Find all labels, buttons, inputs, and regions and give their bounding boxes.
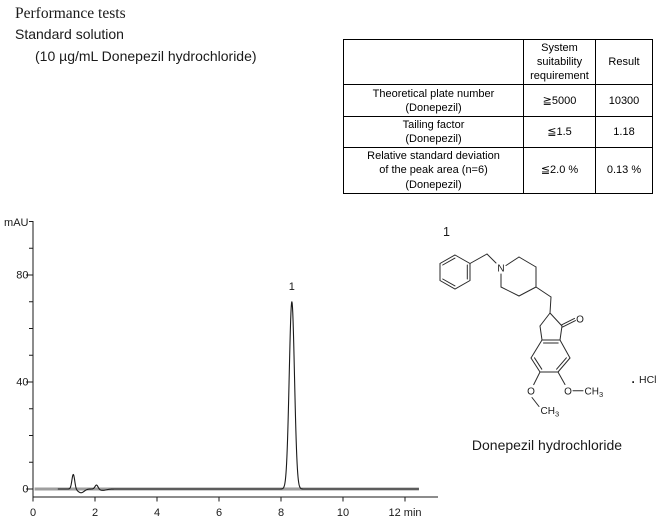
cell-result: 1.18 xyxy=(595,116,653,149)
table-header-parameter xyxy=(343,38,524,86)
chromatogram-chart: 0 40 80 mAU 0 2 4 6 8 10 12 min 1 xyxy=(4,217,438,519)
nitrogen-label: N xyxy=(497,264,504,275)
structure-caption: Donepezil hydrochloride xyxy=(472,437,622,453)
chromatogram-trace xyxy=(57,301,420,494)
structure-atom-labels: 1 N O O CH3 O CH3 . HCl Donepezil hydroc… xyxy=(443,225,657,453)
indanone-aromatic-ring xyxy=(530,339,571,373)
heading-performance-tests: Performance tests xyxy=(15,5,126,22)
y-tick-label: 80 xyxy=(16,270,28,282)
x-tick-label: 6 xyxy=(216,507,222,519)
indanone-five-ring xyxy=(539,312,563,341)
cell-requirement: ≦1.5 xyxy=(523,116,596,149)
right-methoxy-oxygen-label: O xyxy=(564,387,572,398)
x-tick-label: 8 xyxy=(278,507,284,519)
cell-result: 10300 xyxy=(595,84,653,118)
carbonyl-oxygen-label: O xyxy=(576,315,584,326)
x-tick-label: 4 xyxy=(154,507,160,519)
table-header-row: System suitability requirement Result xyxy=(343,38,653,86)
cell-result: 0.13 % xyxy=(595,147,653,194)
x-tick-label: 0 xyxy=(30,507,36,519)
y-tick-label: 0 xyxy=(22,484,28,496)
table-row-tailing-factor: Tailing factor (Donepezil) ≦1.5 1.18 xyxy=(343,116,653,149)
cell-parameter: Tailing factor (Donepezil) xyxy=(343,116,524,149)
piperidine-ring xyxy=(500,256,537,297)
cell-requirement: ≦2.0 % xyxy=(523,147,596,194)
table-row-rsd: Relative standard deviation of the peak … xyxy=(343,147,653,194)
table-header-requirement: System suitability requirement xyxy=(523,38,596,86)
hcl-label: HCl xyxy=(639,374,657,386)
cell-parameter: Relative standard deviation of the peak … xyxy=(343,147,524,194)
system-suitability-table: System suitability requirement Result Th… xyxy=(343,38,653,194)
cell-requirement: ≧5000 xyxy=(523,84,596,118)
y-tick-label: 40 xyxy=(16,377,28,389)
structure-bonds xyxy=(439,253,584,407)
right-methyl-label: CH3 xyxy=(585,387,604,400)
chart-axes xyxy=(26,221,438,502)
compound-number-label: 1 xyxy=(443,225,450,239)
left-methoxy-oxygen-label: O xyxy=(527,387,535,398)
benzene-ring xyxy=(439,254,471,290)
heading-concentration: (10 µg/mL Donepezil hydrochloride) xyxy=(35,48,257,64)
cell-parameter: Theoretical plate number (Donepezil) xyxy=(343,84,524,118)
table-row-plate-number: Theoretical plate number (Donepezil) ≧50… xyxy=(343,84,653,118)
left-methyl-label: CH3 xyxy=(541,406,560,419)
y-axis-unit-label: mAU xyxy=(4,217,29,229)
heading-standard-solution: Standard solution xyxy=(15,26,124,42)
chart-axis-labels: 0 40 80 mAU 0 2 4 6 8 10 12 min xyxy=(4,217,421,519)
x-tick-label: 2 xyxy=(92,507,98,519)
salt-dot: . xyxy=(632,372,635,386)
chemical-structure-donepezil: 1 N O O CH3 O CH3 . HCl Donepezil hydroc… xyxy=(439,225,657,453)
peak-label: 1 xyxy=(289,281,295,293)
chromatogram-trace-group: 1 xyxy=(57,281,420,494)
x-tick-label: 12 min xyxy=(388,507,421,519)
table-header-result: Result xyxy=(595,38,653,86)
x-tick-label: 10 xyxy=(337,507,349,519)
